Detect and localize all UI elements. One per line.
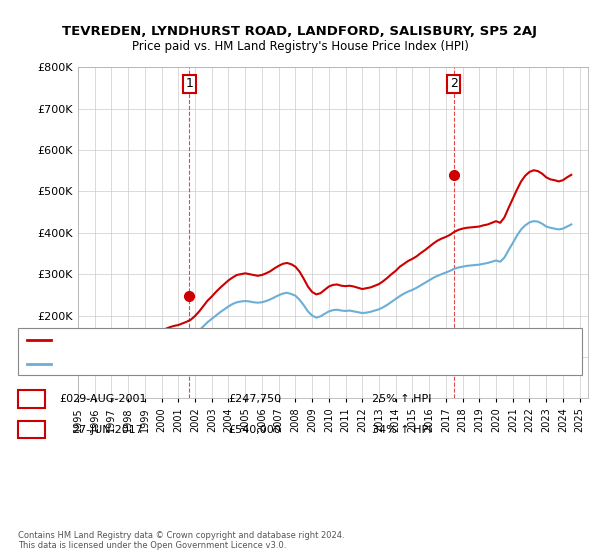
Text: 1: 1: [185, 77, 193, 90]
Text: 2: 2: [450, 77, 458, 90]
Text: 1: 1: [28, 394, 35, 404]
Text: TEVREDEN, LYNDHURST ROAD, LANDFORD, SALISBURY, SP5 2AJ (detached house): TEVREDEN, LYNDHURST ROAD, LANDFORD, SALI…: [55, 335, 424, 344]
Text: 2: 2: [28, 424, 35, 435]
Text: £247,750: £247,750: [228, 394, 281, 404]
Text: 34% ↑ HPI: 34% ↑ HPI: [372, 424, 431, 435]
Text: 27-JUN-2017: 27-JUN-2017: [72, 424, 143, 435]
Text: Price paid vs. HM Land Registry's House Price Index (HPI): Price paid vs. HM Land Registry's House …: [131, 40, 469, 53]
Text: HPI: Average price, detached house, Wiltshire: HPI: Average price, detached house, Wilt…: [55, 360, 262, 368]
Text: TEVREDEN, LYNDHURST ROAD, LANDFORD, SALISBURY, SP5 2AJ: TEVREDEN, LYNDHURST ROAD, LANDFORD, SALI…: [62, 25, 538, 38]
Text: Contains HM Land Registry data © Crown copyright and database right 2024.
This d: Contains HM Land Registry data © Crown c…: [18, 530, 344, 550]
Text: 29-AUG-2001: 29-AUG-2001: [72, 394, 146, 404]
Text: £540,000: £540,000: [228, 424, 281, 435]
Text: 25% ↑ HPI: 25% ↑ HPI: [372, 394, 431, 404]
